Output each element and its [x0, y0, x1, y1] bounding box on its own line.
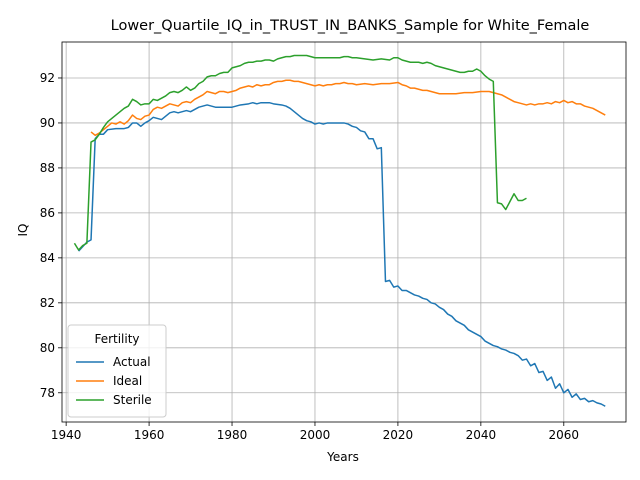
- plot-area: [73, 54, 606, 407]
- legend-label-actual: Actual: [113, 355, 151, 369]
- y-tick-label: 90: [40, 116, 55, 130]
- y-tick-label: 84: [40, 251, 55, 265]
- series-line-actual: [78, 101, 606, 407]
- y-axis-label: IQ: [16, 224, 30, 237]
- x-axis-ticks: 1940 1960 1980 2000 2020 2040 2060: [51, 422, 579, 442]
- y-tick-label: 82: [40, 296, 55, 310]
- legend-label-sterile: Sterile: [113, 393, 152, 407]
- x-tick-label: 2020: [383, 428, 414, 442]
- x-tick-label: 2040: [466, 428, 497, 442]
- x-tick-label: 1980: [217, 428, 248, 442]
- x-tick-label: 1960: [134, 428, 165, 442]
- legend: Fertility Actual Ideal Sterile: [67, 324, 167, 418]
- y-tick-label: 86: [40, 206, 55, 220]
- y-tick-label: 88: [40, 161, 55, 175]
- legend-title: Fertility: [94, 332, 139, 346]
- series-line-ideal: [90, 79, 606, 137]
- y-tick-label: 80: [40, 341, 55, 355]
- legend-label-ideal: Ideal: [113, 374, 142, 388]
- x-tick-label: 2000: [300, 428, 331, 442]
- y-tick-label: 78: [40, 386, 55, 400]
- chart-title: Lower_Quartile_IQ_in_TRUST_IN_BANKS_Samp…: [111, 18, 590, 34]
- x-tick-label: 2060: [549, 428, 580, 442]
- legend-box: [67, 324, 167, 418]
- x-axis-label: Years: [326, 450, 359, 464]
- y-axis-ticks: 78 80 82 84 86 88 90 92: [40, 71, 62, 400]
- legend-entries: Actual Ideal Sterile: [76, 355, 152, 407]
- y-tick-label: 92: [40, 71, 55, 85]
- plot-frame: [61, 41, 627, 423]
- series-line-sterile: [73, 54, 527, 251]
- x-tick-label: 1940: [51, 428, 82, 442]
